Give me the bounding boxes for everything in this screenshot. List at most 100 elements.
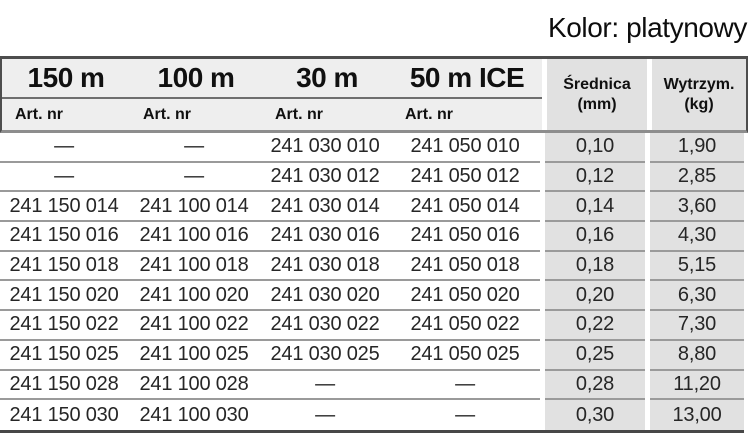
column-header-50m-ice: 50 m ICE xyxy=(392,59,542,99)
wytrzym-label: Wytrzym. xyxy=(663,76,735,94)
column-gap xyxy=(540,370,545,401)
art-150m-cell: 241 150 025 xyxy=(0,340,128,371)
art-100m-cell: 241 100 020 xyxy=(128,281,260,312)
subheader-art-nr-50m-ice: Art. nr xyxy=(392,99,542,130)
art-150m-cell: 241 150 018 xyxy=(0,251,128,282)
column-gap xyxy=(540,222,545,252)
page-title: Kolor: platynowy xyxy=(547,12,747,43)
column-gap xyxy=(645,192,650,223)
srednica-mm-cell: 0,18 xyxy=(545,251,645,282)
srednica-mm-cell: 0,10 xyxy=(545,133,645,163)
art-150m-cell: — xyxy=(0,162,128,193)
column-gap xyxy=(645,311,650,341)
subheader-art-nr-150m: Art. nr xyxy=(2,99,130,130)
srednica-mm-cell: 0,12 xyxy=(545,162,645,193)
table-row: — —241 030 010 241 050 010 0,10 1,90 xyxy=(0,133,744,163)
art-30m-cell: 241 030 010 xyxy=(260,133,390,163)
column-gap xyxy=(645,133,650,163)
art-50m-ice-cell: 241 050 025 xyxy=(390,340,540,371)
column-gap xyxy=(645,162,650,193)
art-100m-cell: — xyxy=(128,162,260,193)
table-row: 241 150 016 241 100 016 241 030 016 241 050… xyxy=(0,222,744,252)
art-150m-cell: 241 150 020 xyxy=(0,281,128,312)
wytrzym-kg-cell: 1,90 xyxy=(650,133,744,163)
art-150m-cell: — xyxy=(0,133,128,163)
subheader-art-nr-100m: Art. nr xyxy=(130,99,262,130)
column-gap xyxy=(645,400,650,430)
art-100m-cell: 241 100 025 xyxy=(128,340,260,371)
column-gap xyxy=(540,340,545,371)
art-50m-ice-cell: 241 050 022 xyxy=(390,311,540,341)
art-150m-cell: 241 150 016 xyxy=(0,222,128,252)
table-row: — —241 030 012 241 050 012 0,12 2,85 xyxy=(0,162,744,193)
art-30m-cell: — xyxy=(260,400,390,430)
column-gap xyxy=(540,162,545,193)
wytrzym-kg-cell: 6,30 xyxy=(650,281,744,312)
table-row: 241 150 030 241 100 030— —0,30 13,00 xyxy=(0,400,744,430)
column-gap xyxy=(540,133,545,163)
column-gap xyxy=(645,251,650,282)
art-100m-cell: 241 100 018 xyxy=(128,251,260,282)
column-header-30m: 30 m xyxy=(262,59,392,99)
art-30m-cell: 241 030 016 xyxy=(260,222,390,252)
table-row: 241 150 028 241 100 028— —0,28 11,20 xyxy=(0,370,744,401)
art-30m-cell: 241 030 012 xyxy=(260,162,390,193)
art-30m-cell: 241 030 020 xyxy=(260,281,390,312)
wytrzym-kg-cell: 11,20 xyxy=(650,370,744,401)
art-50m-ice-cell: 241 050 016 xyxy=(390,222,540,252)
srednica-mm-cell: 0,28 xyxy=(545,370,645,401)
column-gap xyxy=(540,251,545,282)
art-50m-ice-cell: — xyxy=(390,400,540,430)
art-100m-cell: 241 100 030 xyxy=(128,400,260,430)
table-body: — —241 030 010 241 050 010 0,10 1,90— —241 03… xyxy=(0,133,744,430)
wytrzym-kg-cell: 7,30 xyxy=(650,311,744,341)
art-100m-cell: 241 100 022 xyxy=(128,311,260,341)
wytrzym-kg-cell: 2,85 xyxy=(650,162,744,193)
art-100m-cell: 241 100 014 xyxy=(128,192,260,223)
srednica-mm-cell: 0,22 xyxy=(545,311,645,341)
srednica-label: Średnica xyxy=(563,76,631,94)
art-30m-cell: 241 030 025 xyxy=(260,340,390,371)
art-50m-ice-cell: — xyxy=(390,370,540,401)
srednica-unit: (mm) xyxy=(577,95,617,113)
art-100m-cell: — xyxy=(128,133,260,163)
table-bottom-border xyxy=(0,429,744,433)
art-30m-cell: 241 030 014 xyxy=(260,192,390,223)
wytrzym-kg-cell: 13,00 xyxy=(650,400,744,430)
table-row: 241 150 022 241 100 022 241 030 022 241 050… xyxy=(0,311,744,341)
art-30m-cell: — xyxy=(260,370,390,401)
wytrzym-kg-cell: 8,80 xyxy=(650,340,744,371)
table-header: 150 m 100 m 30 m 50 m ICE Art. nr Art. n… xyxy=(0,56,748,133)
column-gap xyxy=(647,59,652,130)
title-bar: Kolor: platynowy xyxy=(0,0,750,56)
column-gap xyxy=(540,311,545,341)
column-gap xyxy=(540,192,545,223)
wytrzym-kg-cell: 4,30 xyxy=(650,222,744,252)
table-row: 241 150 020 241 100 020 241 030 020 241 050… xyxy=(0,281,744,312)
column-gap xyxy=(540,281,545,312)
art-150m-cell: 241 150 030 xyxy=(0,400,128,430)
srednica-mm-cell: 0,14 xyxy=(545,192,645,223)
srednica-mm-cell: 0,30 xyxy=(545,400,645,430)
art-100m-cell: 241 100 016 xyxy=(128,222,260,252)
art-150m-cell: 241 150 022 xyxy=(0,311,128,341)
art-50m-ice-cell: 241 050 012 xyxy=(390,162,540,193)
art-50m-ice-cell: 241 050 014 xyxy=(390,192,540,223)
column-header-100m: 100 m xyxy=(130,59,262,99)
column-header-150m: 150 m xyxy=(2,59,130,99)
art-150m-cell: 241 150 014 xyxy=(0,192,128,223)
column-header-srednica: Średnica (mm) xyxy=(547,59,647,130)
art-100m-cell: 241 100 028 xyxy=(128,370,260,401)
art-50m-ice-cell: 241 050 010 xyxy=(390,133,540,163)
srednica-mm-cell: 0,25 xyxy=(545,340,645,371)
srednica-mm-cell: 0,16 xyxy=(545,222,645,252)
art-50m-ice-cell: 241 050 020 xyxy=(390,281,540,312)
table-row: 241 150 018 241 100 018 241 030 018 241 050… xyxy=(0,251,744,282)
art-50m-ice-cell: 241 050 018 xyxy=(390,251,540,282)
srednica-mm-cell: 0,20 xyxy=(545,281,645,312)
art-150m-cell: 241 150 028 xyxy=(0,370,128,401)
column-gap xyxy=(645,222,650,252)
column-header-wytrzym: Wytrzym. (kg) xyxy=(652,59,746,130)
art-30m-cell: 241 030 018 xyxy=(260,251,390,282)
